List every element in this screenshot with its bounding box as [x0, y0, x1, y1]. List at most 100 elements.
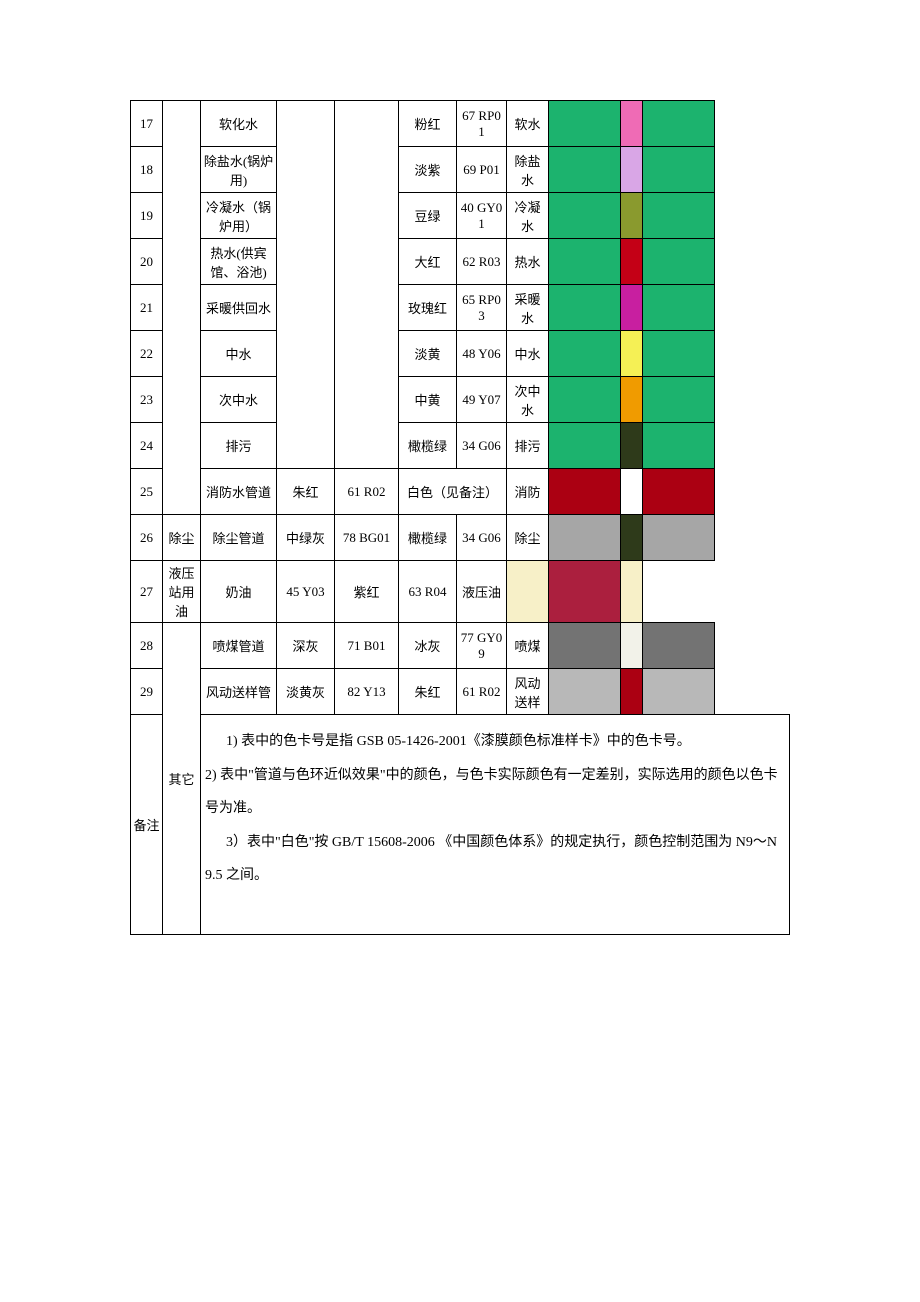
pipe-label: 采暖水 — [507, 285, 549, 331]
end-color-swatch — [643, 331, 715, 377]
table-row: 23次中水中黄49 Y07次中水 — [131, 377, 790, 423]
ring-color-code: 65 RP03 — [457, 285, 507, 331]
end-color-swatch — [643, 423, 715, 469]
ring-color-code: 77 GY09 — [457, 623, 507, 669]
base-color-code: 82 Y13 — [335, 669, 399, 715]
category-cell: 其它 — [163, 623, 201, 935]
pipe-label: 风动送样 — [507, 669, 549, 715]
base-color-code: 78 BG01 — [335, 515, 399, 561]
document-page: 17软化水粉红67 RP01软水18 除盐水(锅炉用) 淡紫69 P01除盐水 19 冷… — [0, 0, 920, 935]
pipe-name: 中水 — [201, 331, 277, 377]
notes-label: 备注 — [131, 715, 163, 935]
pipe-label: 冷凝水 — [507, 193, 549, 239]
pipe-name: 除盐水(锅炉用) — [201, 147, 277, 193]
ring-color-code: 63 R04 — [399, 561, 457, 623]
table-row: 22中水淡黄48 Y06中水 — [131, 331, 790, 377]
row-number: 20 — [131, 239, 163, 285]
ring-color-swatch — [621, 331, 643, 377]
ring-color-name: 冰灰 — [399, 623, 457, 669]
ring-color-swatch — [621, 101, 643, 147]
end-color-swatch — [643, 623, 715, 669]
ring-color-code: 69 P01 — [457, 147, 507, 193]
pipe-name: 冷凝水（锅炉用） — [201, 193, 277, 239]
end-color-swatch — [643, 469, 715, 515]
row-number: 19 — [131, 193, 163, 239]
ring-color-name: 淡黄 — [399, 331, 457, 377]
base-color-swatch — [549, 623, 621, 669]
ring-color-swatch — [621, 147, 643, 193]
category-cell: 除尘 — [163, 515, 201, 561]
pipe-label: 消防 — [507, 469, 549, 515]
base-color-swatch — [549, 193, 621, 239]
table-row: 17软化水粉红67 RP01软水 — [131, 101, 790, 147]
row-number: 18 — [131, 147, 163, 193]
ring-color-code: 49 Y07 — [457, 377, 507, 423]
row-number: 24 — [131, 423, 163, 469]
pipe-name: 风动送样管 — [201, 669, 277, 715]
table-row: 18 除盐水(锅炉用) 淡紫69 P01除盐水 — [131, 147, 790, 193]
base-color-swatch — [549, 101, 621, 147]
pipe-label: 除盐水 — [507, 147, 549, 193]
pipe-label: 液压油 — [457, 561, 507, 623]
end-color-swatch — [621, 561, 643, 623]
table-row: 19冷凝水（锅炉用）豆绿40 GY01冷凝水 — [131, 193, 790, 239]
base-color-code: 45 Y03 — [277, 561, 335, 623]
category-cell — [163, 101, 201, 515]
base-color-name: 中绿灰 — [277, 515, 335, 561]
pipe-name: 次中水 — [201, 377, 277, 423]
end-color-swatch — [643, 101, 715, 147]
end-color-swatch — [643, 669, 715, 715]
end-color-swatch — [643, 285, 715, 331]
pipe-label: 软水 — [507, 101, 549, 147]
table-row: 26除尘除尘管道中绿灰78 BG01橄榄绿34 G06除尘 — [131, 515, 790, 561]
ring-color-swatch — [549, 561, 621, 623]
table-row: 21采暖供回水玫瑰红65 RP03采暖水 — [131, 285, 790, 331]
end-color-swatch — [643, 377, 715, 423]
pipe-label: 次中水 — [507, 377, 549, 423]
ring-color-swatch — [621, 423, 643, 469]
base-color-name — [277, 101, 335, 469]
base-color-code — [335, 101, 399, 469]
pipe-name: 排污 — [201, 423, 277, 469]
ring-color-name: 粉红 — [399, 101, 457, 147]
table-body: 17软化水粉红67 RP01软水18 除盐水(锅炉用) 淡紫69 P01除盐水 19 冷… — [131, 101, 790, 935]
ring-color-name: 淡紫 — [399, 147, 457, 193]
ring-color-name: 玫瑰红 — [399, 285, 457, 331]
row-number: 21 — [131, 285, 163, 331]
ring-color-swatch — [621, 669, 643, 715]
ring-color-name: 大红 — [399, 239, 457, 285]
base-color-swatch — [549, 515, 621, 561]
base-color-swatch — [549, 285, 621, 331]
row-number: 28 — [131, 623, 163, 669]
ring-color-code: 61 R02 — [457, 669, 507, 715]
ring-color-code: 34 G06 — [457, 515, 507, 561]
end-color-swatch — [643, 515, 715, 561]
pipe-name: 消防水管道 — [201, 469, 277, 515]
pipe-label: 排污 — [507, 423, 549, 469]
ring-color-code: 67 RP01 — [457, 101, 507, 147]
base-color-code: 61 R02 — [335, 469, 399, 515]
base-color-swatch — [549, 469, 621, 515]
base-color-swatch — [549, 147, 621, 193]
table-row: 27液压站用油奶油45 Y03紫红63 R04液压油 — [131, 561, 790, 623]
base-color-name: 奶油 — [201, 561, 277, 623]
row-number: 25 — [131, 469, 163, 515]
pipe-label: 中水 — [507, 331, 549, 377]
base-color-name: 朱红 — [277, 469, 335, 515]
ring-color-name: 紫红 — [335, 561, 399, 623]
row-number: 17 — [131, 101, 163, 147]
base-color-swatch — [549, 669, 621, 715]
ring-color-name: 橄榄绿 — [399, 423, 457, 469]
notes-row: 备注1) 表中的色卡号是指 GSB 05-1426-2001《漆膜颜色标准样卡》… — [131, 715, 790, 935]
row-number: 26 — [131, 515, 163, 561]
base-color-swatch — [549, 377, 621, 423]
base-color-swatch — [549, 423, 621, 469]
ring-color-swatch — [621, 469, 643, 515]
ring-color-name: 朱红 — [399, 669, 457, 715]
base-color-name: 淡黄灰 — [277, 669, 335, 715]
base-color-name: 深灰 — [277, 623, 335, 669]
notes-body: 1) 表中的色卡号是指 GSB 05-1426-2001《漆膜颜色标准样卡》中的… — [201, 715, 790, 935]
pipe-name: 喷煤管道 — [201, 623, 277, 669]
pipe-label: 除尘 — [507, 515, 549, 561]
pipe-name: 液压站用油 — [163, 561, 201, 623]
